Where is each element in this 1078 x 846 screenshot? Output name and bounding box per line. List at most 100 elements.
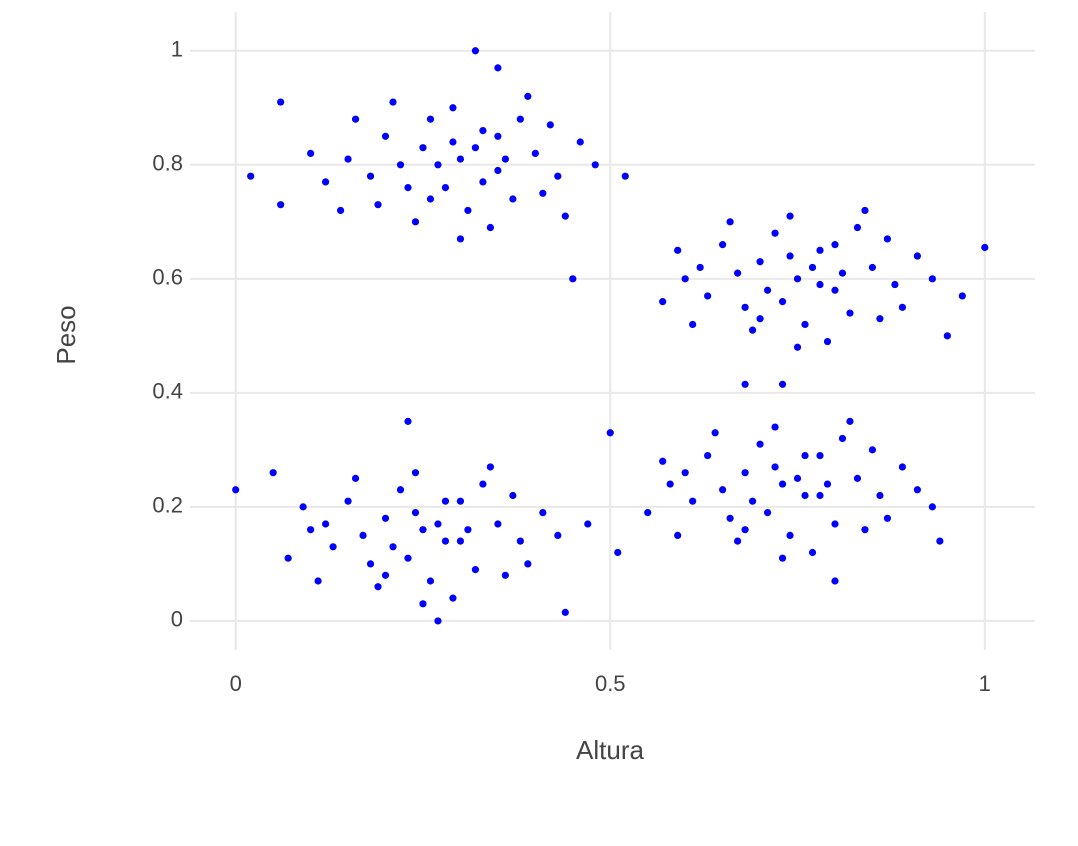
point [479,178,487,186]
point [838,269,847,277]
point [516,115,524,123]
point [719,241,727,249]
point [374,201,382,209]
point [883,235,892,243]
point [456,235,465,243]
point [853,223,862,232]
point [359,531,367,539]
point [277,201,285,209]
point [419,144,427,152]
point [801,491,809,500]
point [389,98,397,106]
point [471,566,480,574]
point [891,280,899,289]
point [831,577,839,585]
point [786,531,794,539]
point [734,537,742,545]
point [307,149,315,157]
point [449,594,457,602]
point [748,497,757,505]
point [816,280,824,289]
point [741,303,749,311]
point [928,503,936,511]
point [456,497,465,505]
point [434,161,442,169]
point [771,463,779,471]
point [464,206,472,215]
point [381,514,390,522]
point [823,480,832,488]
point [741,526,749,534]
point [778,480,787,488]
point [771,423,779,431]
point [269,469,277,477]
point [674,246,682,254]
point [524,560,532,568]
x-tick-label: 1 [979,671,991,696]
point [644,508,652,517]
point [689,320,697,329]
point [846,309,854,317]
point [449,104,457,112]
point [561,608,569,616]
point [898,463,907,471]
point [756,440,764,448]
point [861,206,869,215]
point [396,161,405,169]
y-tick-label: 0.6 [152,265,183,290]
point [659,298,667,306]
point [509,195,517,203]
point [351,474,360,482]
point [344,155,352,163]
point [471,144,480,152]
point [381,132,390,140]
point [501,571,509,579]
point [426,195,435,203]
point [366,560,375,568]
point [763,286,772,294]
point [846,417,854,425]
point [441,497,450,505]
point [494,166,502,175]
point [404,554,412,562]
point [434,520,442,528]
point [726,218,734,226]
point [434,617,442,625]
point [958,292,966,300]
point [793,474,802,482]
point [726,514,734,522]
point [456,155,465,163]
point [381,571,390,579]
point [943,332,951,340]
point [374,583,382,591]
point [614,548,622,557]
point [936,537,944,545]
point [696,263,704,272]
point [801,320,809,329]
point [314,577,322,585]
point [778,298,787,306]
point [486,223,494,232]
y-tick-label: 0 [171,607,183,632]
point [771,229,779,237]
point [606,429,614,437]
point [546,121,554,129]
point [816,491,824,500]
point [539,189,547,197]
point [778,380,787,388]
point [479,480,487,488]
point [441,537,450,545]
point [681,469,689,477]
y-axis-title: Peso [51,305,81,364]
point [404,184,412,192]
point [419,600,427,608]
point [786,252,794,260]
point [756,258,764,266]
point [853,474,862,482]
point [719,486,727,494]
point [801,451,809,460]
point [741,469,749,477]
point [344,497,352,505]
point [456,537,465,545]
